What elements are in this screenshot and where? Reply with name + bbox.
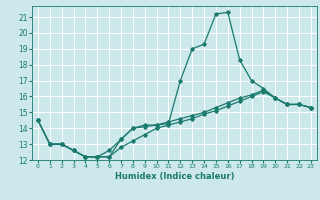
X-axis label: Humidex (Indice chaleur): Humidex (Indice chaleur) [115, 172, 234, 181]
